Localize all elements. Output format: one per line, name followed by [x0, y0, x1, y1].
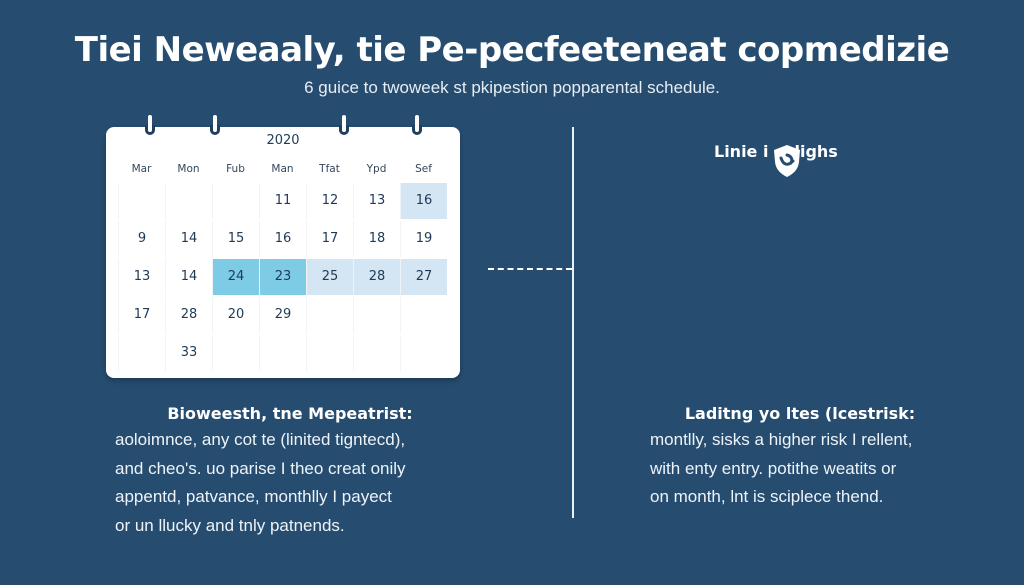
page-subtitle: 6 guice to twoweek st pkipestion poppare… — [304, 78, 720, 97]
left-panel-line: aoloimnce, any cot te (linited tigntecd)… — [115, 430, 406, 449]
calendar-day-cell[interactable]: 18 — [353, 221, 400, 257]
section-title-part-1: Linie i — [714, 142, 769, 161]
calendar-day-cell[interactable]: 33 — [165, 335, 212, 371]
page-title: Tiei Neweaaly, tie Pe-pecfeeteneat copme… — [74, 30, 950, 70]
weekday-label: Mar — [131, 163, 152, 175]
section-title-part-2: lighs — [794, 142, 838, 161]
calendar-day-cell[interactable]: 12 — [306, 183, 353, 219]
calendar-day-cell — [212, 335, 259, 371]
calendar-card: 2020 Mar Mon Fub Man Tfat Ypd Sef 11 12 13 16 9 14 15… — [106, 115, 460, 378]
calendar-day-cell[interactable]: 25 — [306, 259, 353, 295]
calendar-year: 2020 — [266, 133, 300, 148]
calendar-grid: Mar Mon Fub Man Tfat Ypd Sef 11 12 13 16 9 14 15 16 17 1… — [118, 157, 447, 371]
calendar-day-cell[interactable]: 15 — [212, 221, 259, 257]
left-panel-line: or un llucky and tnly patnends. — [115, 515, 345, 535]
calendar-day-cell[interactable]: 28 — [165, 297, 212, 333]
calendar-day-cell[interactable]: 17 — [118, 297, 165, 333]
calendar-day-cell — [353, 335, 400, 371]
calendar-day-cell — [306, 297, 353, 333]
calendar-day-cell[interactable]: 13 — [118, 259, 165, 295]
calendar-day-cell — [212, 183, 259, 219]
calendar-day-cell[interactable]: 28 — [353, 259, 400, 295]
left-panel-line: and cheo's. uo parise I theo creat onily — [115, 458, 406, 478]
calendar-day-cell[interactable]: 16 — [259, 221, 306, 257]
binder-ring-icon — [210, 115, 220, 139]
binder-ring-icon — [145, 115, 155, 139]
calendar-day-cell — [306, 335, 353, 371]
shield-icon — [774, 145, 800, 177]
calendar-day-cell — [400, 335, 447, 371]
calendar-day-cell — [165, 183, 212, 219]
calendar-day-cell[interactable]: 24 — [212, 259, 259, 295]
binder-ring-icon — [339, 115, 349, 139]
section-title-right: Linie i lighs — [714, 142, 838, 161]
left-panel-heading: Bioweesth, tne Mepeatrist: — [167, 404, 413, 423]
calendar-day-cell — [259, 335, 306, 371]
left-panel-line: appentd, patvance, monthlly I payect — [115, 487, 392, 506]
right-panel-body: montlly, sisks a higher risk I rellent, … — [650, 426, 980, 512]
calendar-day-cell[interactable]: 29 — [259, 297, 306, 333]
calendar-day-cell[interactable]: 27 — [400, 259, 447, 295]
right-panel-line: montlly, sisks a higher risk I rellent, — [650, 430, 913, 449]
calendar-day-cell[interactable]: 23 — [259, 259, 306, 295]
weekday-label: Fub — [226, 163, 245, 175]
calendar-day-cell[interactable]: 14 — [165, 221, 212, 257]
calendar-day-cell[interactable]: 17 — [306, 221, 353, 257]
weekday-label: Ypd — [366, 163, 387, 175]
left-panel-body: aoloimnce, any cot te (linited tigntecd)… — [115, 426, 475, 540]
calendar-day-cell — [118, 335, 165, 371]
right-panel-heading: Laditng yo ltes (lcestrisk: — [684, 404, 916, 423]
calendar-day-cell[interactable]: 13 — [353, 183, 400, 219]
calendar-day-cell[interactable]: 9 — [118, 221, 165, 257]
calendar-day-cell[interactable]: 14 — [165, 259, 212, 295]
dashed-connector — [488, 268, 572, 270]
calendar-day-cell[interactable]: 20 — [212, 297, 259, 333]
weekday-label: Mon — [177, 163, 200, 175]
calendar-day-cell[interactable]: 16 — [400, 183, 447, 219]
right-panel-line: with enty entry. potithe weatits or — [650, 458, 897, 478]
right-panel-line: on month, lnt is sciplece thend. — [650, 487, 884, 506]
calendar-day-cell — [353, 297, 400, 333]
calendar-day-cell[interactable]: 11 — [259, 183, 306, 219]
calendar-day-cell — [400, 297, 447, 333]
weekday-label: Sef — [415, 163, 432, 175]
calendar-day-cell — [118, 183, 165, 219]
weekday-label: Man — [271, 163, 294, 175]
binder-ring-icon — [412, 115, 422, 139]
calendar-day-cell[interactable]: 19 — [400, 221, 447, 257]
weekday-label: Tfat — [319, 163, 340, 175]
vertical-divider — [572, 127, 574, 518]
